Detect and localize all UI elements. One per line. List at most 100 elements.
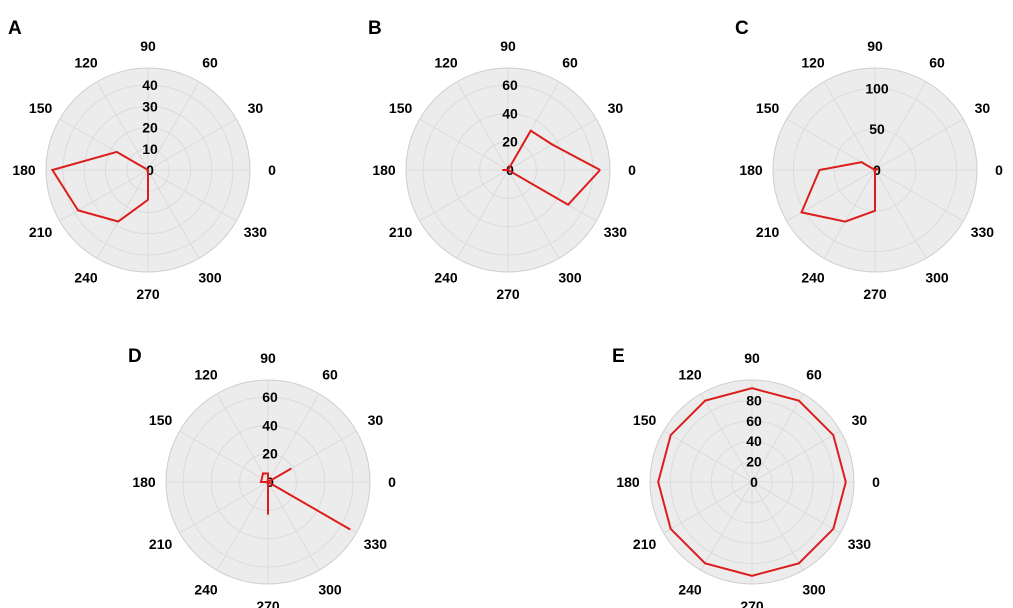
angle-tick-label: 90 [140, 38, 156, 54]
radial-tick-label: 20 [502, 134, 518, 150]
angle-tick-label: 30 [368, 412, 384, 428]
angle-tick-label: 330 [848, 536, 872, 552]
panel-label: E [612, 346, 625, 367]
radial-gridline [83, 105, 213, 235]
angle-tick-label: 330 [244, 224, 268, 240]
angle-tick-label: 300 [802, 581, 826, 597]
angle-gridline [751, 481, 841, 534]
radial-gridline [670, 399, 835, 564]
angle-tick-label: 30 [975, 100, 991, 116]
angle-tick-label: 0 [628, 162, 636, 178]
angle-tick-label: 120 [801, 55, 825, 71]
radial-tick-label: 40 [502, 105, 518, 121]
angle-tick-label: 120 [194, 367, 218, 383]
angle-gridline [823, 81, 876, 171]
panel-label: D [128, 346, 142, 367]
angle-tick-label: 0 [995, 162, 1003, 178]
angle-tick-label: 300 [198, 269, 222, 285]
radial-tick-label: 20 [746, 454, 762, 470]
radial-gridline [422, 84, 594, 256]
radial-tick-label: 0 [506, 162, 514, 178]
angle-gridline [823, 169, 876, 259]
series-line [502, 129, 601, 206]
radial-tick-label: 0 [266, 474, 274, 490]
angle-tick-label: 180 [132, 474, 156, 490]
angle-tick-label: 270 [740, 598, 764, 608]
angle-tick-label: 240 [678, 581, 702, 597]
angle-tick-label: 180 [616, 474, 640, 490]
polar-panel-e: E 0 30 60 90 120 150 180 210 240 270 300 330 0 20 40 60 8… [612, 346, 880, 608]
angle-tick-label: 150 [149, 412, 173, 428]
series-line [259, 467, 351, 531]
angle-gridline [700, 393, 753, 483]
angle-tick-label: 150 [389, 100, 413, 116]
angle-tick-label: 240 [801, 269, 825, 285]
angle-tick-label: 60 [806, 367, 822, 383]
angle-gridline [751, 393, 804, 483]
angle-tick-label: 120 [434, 55, 458, 71]
radial-tick-label: 60 [262, 389, 278, 405]
radial-tick-label: 40 [262, 417, 278, 433]
angle-tick-label: 90 [260, 350, 276, 366]
angle-tick-label: 240 [194, 581, 218, 597]
angle-gridline [663, 430, 753, 483]
angle-gridline [700, 481, 753, 571]
angle-gridline [751, 430, 841, 483]
series-line [50, 150, 149, 223]
angle-tick-label: 150 [29, 100, 53, 116]
angle-tick-label: 210 [29, 224, 53, 240]
radial-tick-label: 20 [142, 120, 158, 136]
panel-label: B [368, 18, 382, 39]
angle-tick-label: 330 [971, 224, 995, 240]
radial-gridline [479, 141, 537, 199]
angle-tick-label: 30 [852, 412, 868, 428]
panel-label: A [8, 18, 22, 39]
angle-tick-label: 210 [149, 536, 173, 552]
angle-tick-label: 30 [608, 100, 624, 116]
angle-tick-label: 330 [604, 224, 628, 240]
radial-gridline [450, 112, 566, 228]
radial-gridline [731, 461, 773, 503]
angle-tick-label: 120 [678, 367, 702, 383]
radial-gridline [793, 88, 958, 252]
angle-tick-label: 60 [562, 55, 578, 71]
radial-gridline [62, 84, 234, 256]
angle-tick-label: 180 [372, 162, 396, 178]
radial-gridline [210, 424, 326, 540]
series-line [800, 161, 879, 223]
angle-tick-label: 210 [756, 224, 780, 240]
radial-tick-label: 40 [746, 433, 762, 449]
angle-tick-label: 240 [74, 269, 98, 285]
angle-tick-label: 150 [633, 412, 657, 428]
angle-tick-label: 270 [136, 286, 160, 302]
angle-tick-label: 0 [268, 162, 276, 178]
polar-panel-a: A 0 30 60 90 120 150 180 210 240 270 300 330 0 10 20 30 4… [8, 18, 276, 302]
radial-tick-label: 0 [750, 474, 758, 490]
radial-tick-label: 40 [142, 77, 158, 93]
angle-gridline [874, 169, 964, 222]
radial-tick-label: 0 [146, 162, 154, 178]
angle-tick-label: 90 [744, 350, 760, 366]
angle-tick-label: 180 [12, 162, 36, 178]
angle-tick-label: 60 [929, 55, 945, 71]
angle-tick-label: 270 [496, 286, 520, 302]
angle-tick-label: 0 [872, 474, 880, 490]
radial-gridline [690, 420, 814, 544]
angle-tick-label: 120 [74, 55, 98, 71]
angle-gridline [663, 481, 753, 534]
angle-tick-label: 270 [863, 286, 887, 302]
radial-tick-label: 20 [262, 446, 278, 462]
angle-tick-label: 300 [925, 269, 949, 285]
angle-tick-label: 270 [256, 598, 280, 608]
radial-tick-label: 60 [502, 77, 518, 93]
radial-gridline [710, 440, 794, 524]
radial-tick-label: 10 [142, 141, 158, 157]
angle-gridline [874, 81, 927, 171]
angle-tick-label: 210 [633, 536, 657, 552]
radial-tick-label: 30 [142, 98, 158, 114]
radial-tick-label: 100 [865, 80, 889, 96]
radial-tick-label: 80 [746, 392, 762, 408]
series-line [657, 387, 847, 577]
